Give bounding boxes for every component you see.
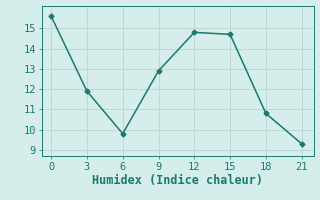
X-axis label: Humidex (Indice chaleur): Humidex (Indice chaleur)	[92, 174, 263, 187]
